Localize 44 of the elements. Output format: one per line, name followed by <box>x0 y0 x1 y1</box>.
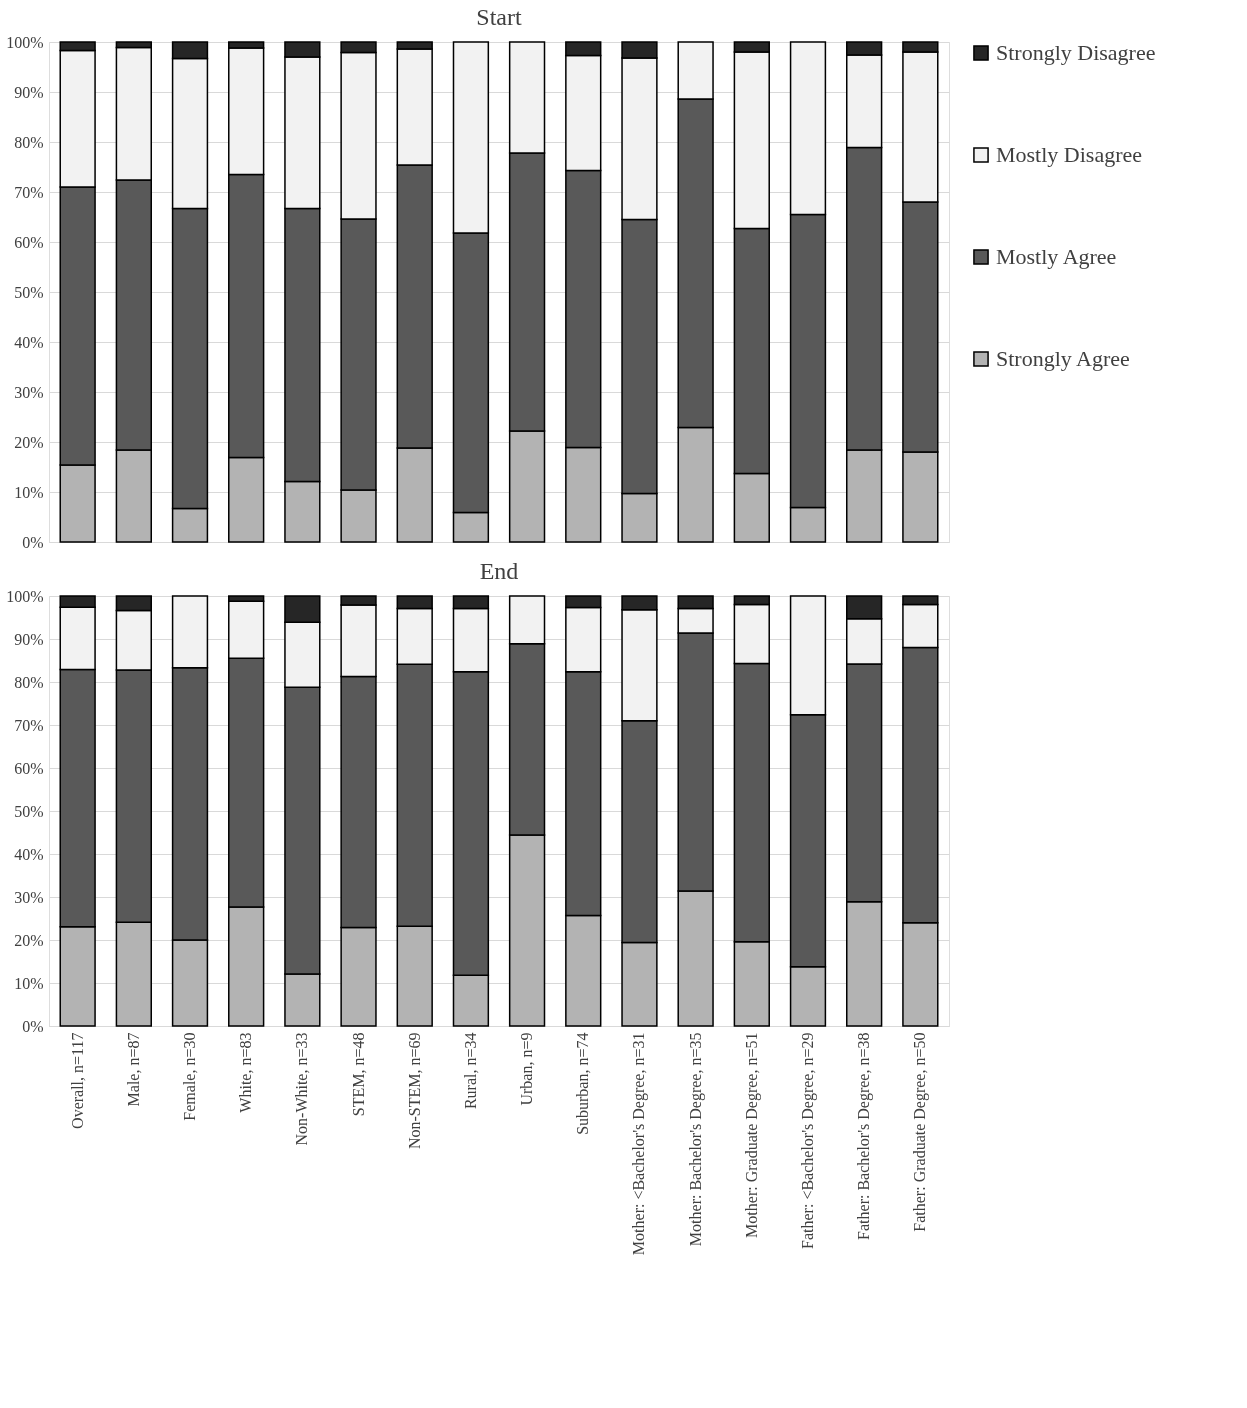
y-tick-label: 50% <box>14 283 44 301</box>
x-tick-label: Rural, n=34 <box>461 1032 479 1110</box>
y-tick-label: 70% <box>14 183 44 201</box>
x-tick-label: Father: Bachelor's Degree, n=38 <box>855 1032 874 1240</box>
y-tick-label: 60% <box>14 233 44 251</box>
x-tick-label: Father: <Bachelor's Degree, n=29 <box>798 1032 817 1249</box>
x-tick-label: White, n=83 <box>237 1032 255 1113</box>
x-tick-label: Non-White, n=33 <box>293 1032 311 1146</box>
x-tick-label: Father: Graduate Degree, n=50 <box>911 1032 930 1232</box>
x-tick-label: Overall, n=117 <box>68 1032 86 1129</box>
y-tick-label: 20% <box>14 931 44 949</box>
legend-label: Mostly Disagree <box>996 142 1143 167</box>
x-tick-label: Mother: Graduate Degree, n=51 <box>742 1032 761 1238</box>
y-tick-label: 100% <box>6 33 44 51</box>
legend-label: Mostly Agree <box>996 244 1117 269</box>
y-tick-label: 50% <box>14 802 44 820</box>
y-tick-label: 10% <box>14 974 44 992</box>
x-tick-label: Female, n=30 <box>181 1032 199 1121</box>
x-tick-label: Non-STEM, n=69 <box>405 1032 423 1150</box>
x-tick-label: Suburban, n=74 <box>574 1032 592 1135</box>
y-tick-label: 0% <box>22 1017 44 1035</box>
chart-title: Start <box>476 4 522 30</box>
x-tick-label: Male, n=87 <box>124 1032 142 1107</box>
y-tick-label: 60% <box>14 759 44 777</box>
y-tick-label: 30% <box>14 888 44 906</box>
legend-label: Strongly Agree <box>996 346 1130 371</box>
y-tick-label: 70% <box>14 716 44 734</box>
x-tick-label: Mother: <Bachelor's Degree, n=31 <box>630 1032 649 1256</box>
legend-label: Strongly Disagree <box>996 40 1156 65</box>
y-tick-label: 0% <box>22 533 44 551</box>
chart-title: End <box>479 558 519 584</box>
y-tick-label: 40% <box>14 845 44 863</box>
y-tick-label: 80% <box>14 673 44 691</box>
y-tick-label: 20% <box>14 433 44 451</box>
y-tick-label: 80% <box>14 133 44 151</box>
y-tick-label: 10% <box>14 483 44 501</box>
y-tick-label: 30% <box>14 383 44 401</box>
y-tick-label: 100% <box>6 587 44 605</box>
y-tick-label: 90% <box>14 630 44 648</box>
x-tick-label: Urban, n=9 <box>518 1032 536 1106</box>
x-tick-label: Mother: Bachelor's Degree, n=35 <box>686 1032 705 1247</box>
y-tick-label: 40% <box>14 333 44 351</box>
y-tick-label: 90% <box>14 83 44 101</box>
x-tick-label: STEM, n=48 <box>349 1032 367 1117</box>
